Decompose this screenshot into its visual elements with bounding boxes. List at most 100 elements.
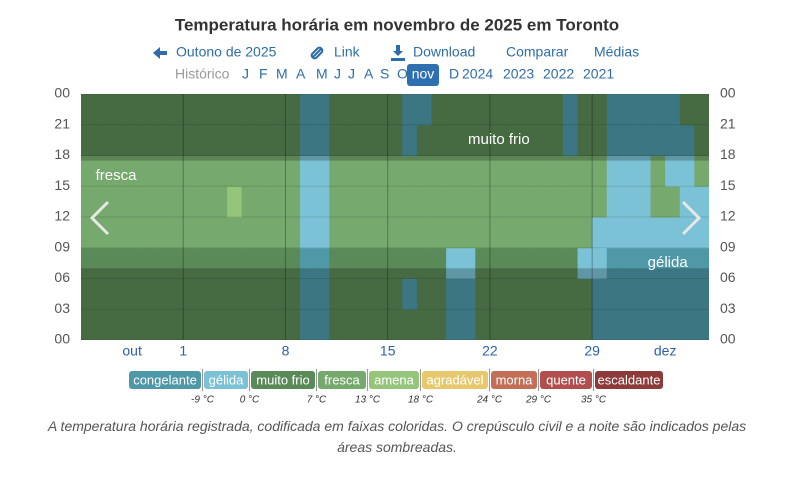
cell: [416, 124, 433, 156]
cell: [504, 217, 520, 249]
month-link[interactable]: M: [316, 66, 328, 82]
cell: [679, 278, 695, 310]
cell: [197, 155, 213, 187]
cell: [139, 278, 155, 310]
cell: [475, 309, 491, 340]
month-link[interactable]: J: [334, 66, 341, 82]
nav-link[interactable]: Download: [413, 44, 475, 60]
nav-link[interactable]: Link: [334, 44, 361, 60]
cell: [533, 155, 549, 187]
cell: [665, 155, 681, 187]
cell: [504, 309, 520, 340]
cell: [402, 278, 418, 310]
y-tick-label-right: 21: [720, 115, 736, 131]
cell: [241, 247, 257, 279]
cell: [431, 217, 447, 249]
cell: [606, 217, 622, 249]
year-link[interactable]: 2023: [503, 66, 534, 82]
month-link[interactable]: O: [397, 66, 408, 82]
cell: [373, 155, 389, 187]
cell: [256, 278, 272, 310]
cell: [431, 155, 447, 187]
cell: [533, 309, 549, 340]
cell: [329, 217, 345, 249]
cell: [475, 94, 491, 126]
cell: [489, 247, 506, 279]
year-link[interactable]: 2022: [543, 66, 574, 82]
cell: [387, 217, 403, 249]
y-tick-label: 06: [54, 269, 70, 285]
cell: [154, 155, 170, 187]
cell: [343, 186, 359, 218]
cell: [314, 217, 330, 249]
cell: [592, 186, 608, 218]
cell: [679, 217, 695, 249]
cell: [256, 94, 272, 126]
cell: [154, 186, 170, 218]
cell: [124, 217, 140, 249]
cell: [577, 124, 593, 156]
y-tick-label: 00: [54, 85, 70, 101]
cell: [416, 94, 433, 126]
cell: [446, 94, 462, 126]
cell: [402, 124, 418, 156]
cell: [504, 186, 520, 218]
cell: [373, 186, 389, 218]
cell: [241, 186, 257, 218]
cell: [227, 94, 243, 126]
cell: [168, 94, 184, 126]
cell: [606, 247, 622, 279]
y-tick-label-right: 09: [720, 238, 736, 254]
cell: [665, 94, 681, 126]
cell: [373, 124, 389, 156]
month-link[interactable]: M: [276, 66, 288, 82]
month-link[interactable]: D: [449, 66, 459, 82]
month-link[interactable]: F: [259, 66, 268, 82]
cell: [548, 155, 564, 187]
cell: [81, 278, 97, 310]
cell: [621, 309, 637, 340]
cell: [533, 124, 549, 156]
cell: [343, 247, 359, 279]
cell: [402, 155, 418, 187]
cell: [168, 278, 184, 310]
cell: [548, 94, 564, 126]
cell: [402, 309, 418, 340]
nav-link[interactable]: Outono de 2025: [176, 44, 277, 60]
month-link[interactable]: J: [348, 66, 355, 82]
cell: [124, 278, 140, 310]
cell: [168, 186, 184, 218]
month-link[interactable]: S: [380, 66, 389, 82]
cell: [183, 186, 199, 218]
threshold-label: 18 °C: [408, 395, 434, 406]
chart: Temperatura horária em novembro de 2025 …: [54, 15, 736, 406]
cell: [373, 94, 389, 126]
cell: [373, 309, 389, 340]
year-link[interactable]: 2024: [462, 66, 493, 82]
cell: [460, 124, 476, 156]
year-link[interactable]: 2021: [583, 66, 614, 82]
cell: [124, 247, 140, 279]
cell: [387, 94, 403, 126]
legend-swatch: [422, 371, 488, 389]
chart-title: Temperatura horária em novembro de 2025 …: [175, 15, 619, 34]
cell: [694, 186, 709, 218]
cell: [592, 278, 608, 310]
month-link[interactable]: A: [364, 66, 374, 82]
cell: [621, 94, 637, 126]
cell: [154, 124, 170, 156]
cell: [650, 155, 666, 187]
nav-link[interactable]: Comparar: [506, 44, 569, 60]
cell: [154, 309, 170, 340]
cell: [416, 309, 433, 340]
month-link[interactable]: nov: [412, 66, 435, 82]
cell: [285, 247, 301, 279]
y-tick-label: 18: [54, 146, 70, 162]
nav-link[interactable]: Médias: [594, 44, 639, 60]
month-link[interactable]: A: [296, 66, 306, 82]
cell: [81, 155, 97, 187]
cell: [285, 94, 301, 126]
month-link[interactable]: J: [242, 66, 249, 82]
cell: [124, 124, 140, 156]
cell: [504, 278, 520, 310]
